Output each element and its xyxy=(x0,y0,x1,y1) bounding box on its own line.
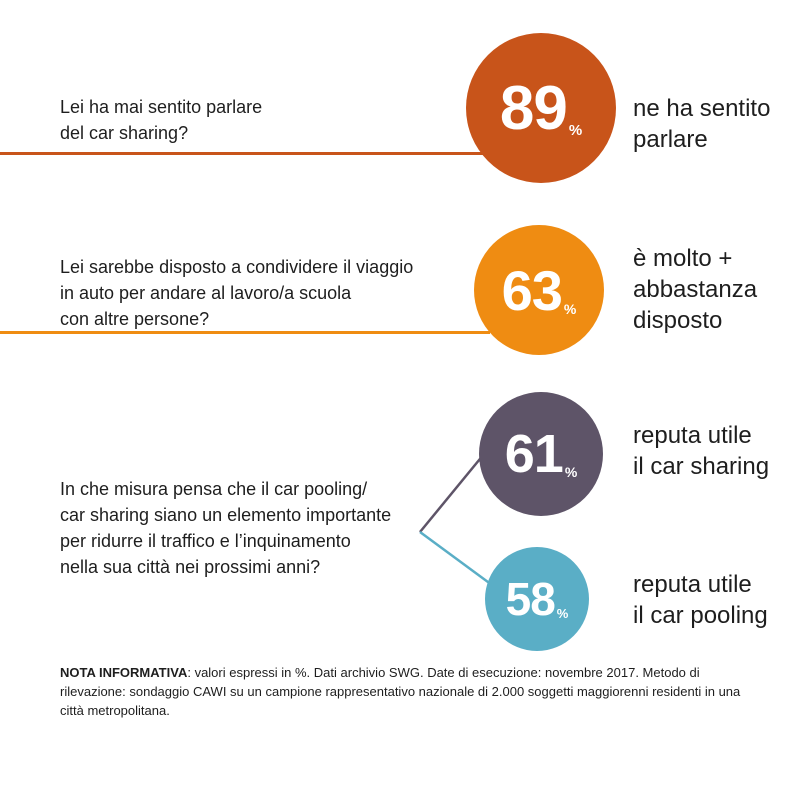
value-2-number: 63 xyxy=(501,258,563,322)
footnote: NOTA INFORMATIVA: valori espressi in %. … xyxy=(60,663,750,720)
question-1-underline xyxy=(0,152,490,155)
question-3-text: In che misura pensa che il car pooling/ … xyxy=(60,479,392,577)
answer-2-label: è molto + abbastanza disposto xyxy=(633,245,758,334)
answer-3b-label: reputa utile il car pooling xyxy=(633,571,768,629)
value-circle-2: 63 % xyxy=(474,225,604,355)
answer-1-label: ne ha sentito parlare xyxy=(633,95,771,153)
value-1-unit: % xyxy=(568,122,583,139)
value-3b-number: 58 xyxy=(505,573,556,625)
value-3b-unit: % xyxy=(556,606,569,621)
question-1-text: Lei ha mai sentito parlare del car shari… xyxy=(60,97,263,143)
connector-line-car-pooling xyxy=(419,530,493,587)
value-circle-3a: 61 % xyxy=(479,392,603,516)
value-2-unit: % xyxy=(563,301,577,317)
footnote-text: : valori espressi in %. Dati archivio SW… xyxy=(60,665,741,718)
footnote-title: NOTA INFORMATIVA xyxy=(60,665,188,680)
connector-line-car-sharing xyxy=(419,453,485,533)
value-circle-1: 89 % xyxy=(466,33,616,183)
answer-3a-label: reputa utile il car sharing xyxy=(633,422,770,480)
question-2-underline xyxy=(0,331,490,334)
question-2-text: Lei sarebbe disposto a condividere il vi… xyxy=(60,257,414,329)
value-circle-3b: 58 % xyxy=(485,547,589,651)
value-3a-unit: % xyxy=(564,464,578,480)
value-1-number: 89 xyxy=(499,73,568,143)
value-3a-number: 61 xyxy=(504,424,564,484)
